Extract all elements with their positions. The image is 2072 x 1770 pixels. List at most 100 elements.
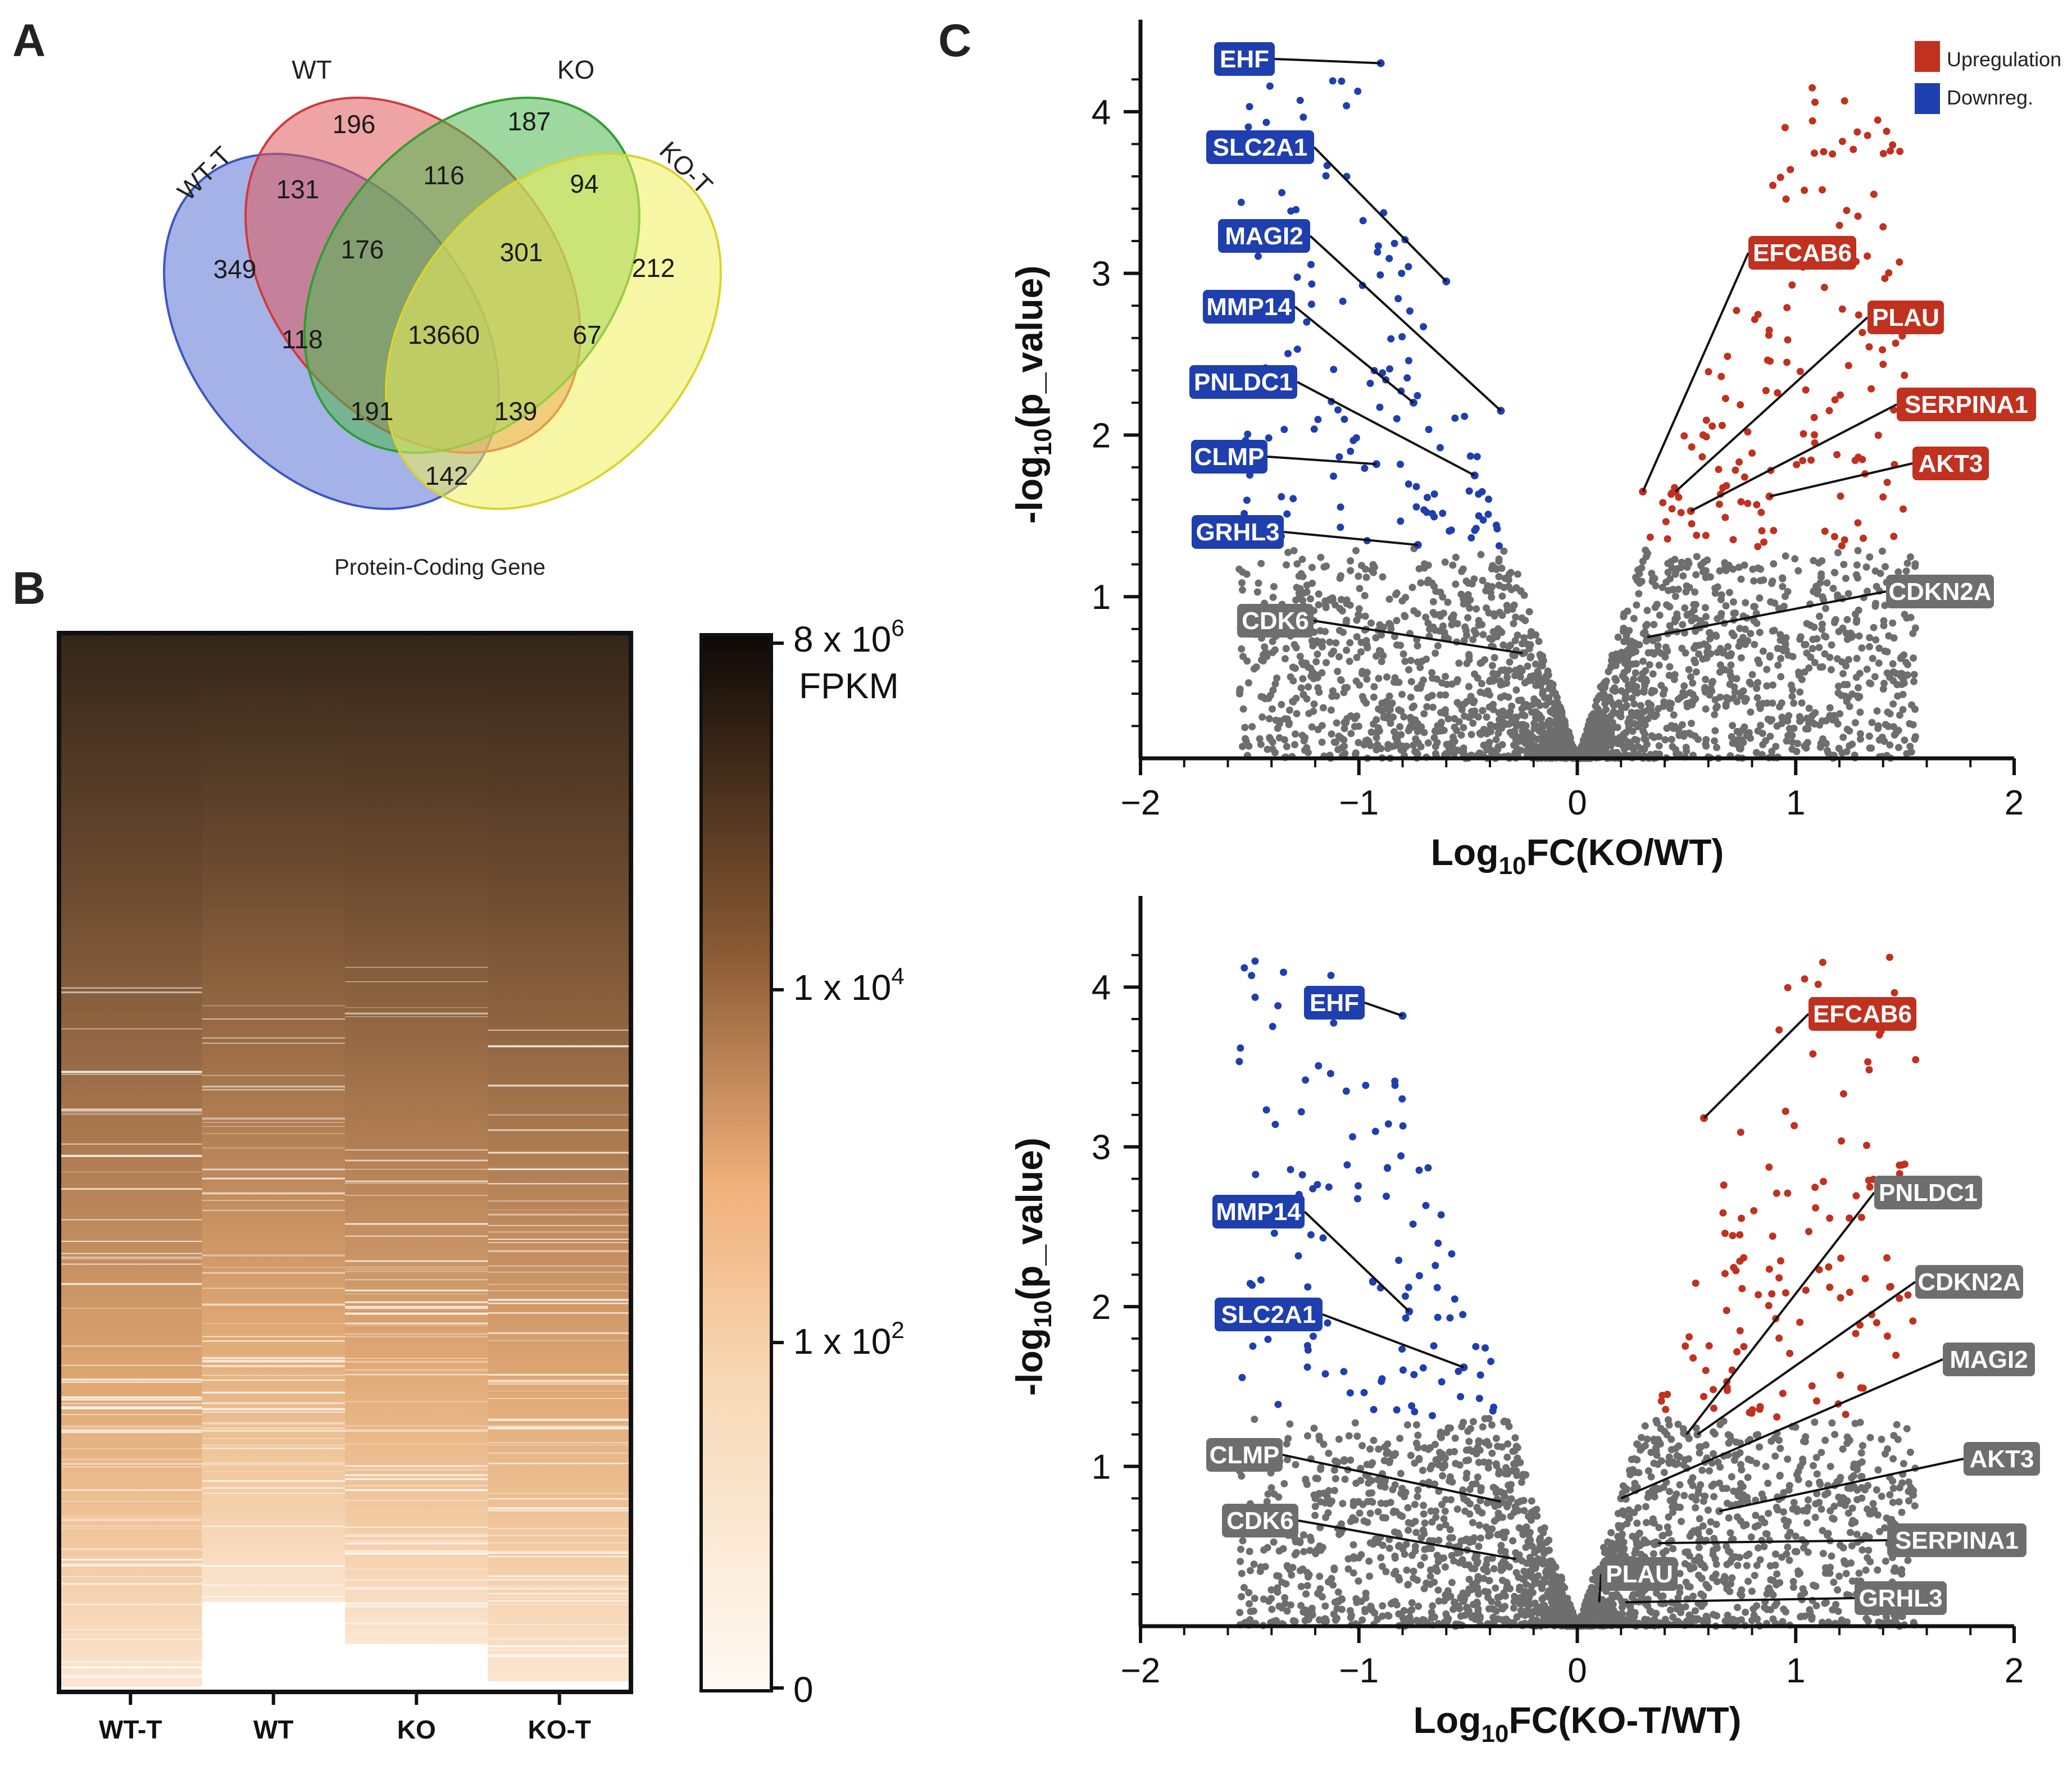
data-point xyxy=(1866,634,1874,641)
data-point xyxy=(1530,695,1538,703)
data-point xyxy=(1835,1476,1843,1484)
data-point xyxy=(1250,1560,1258,1568)
data-point xyxy=(1385,1544,1393,1552)
data-point xyxy=(1898,1161,1906,1169)
data-point xyxy=(1407,716,1415,724)
data-point xyxy=(1343,1161,1351,1169)
data-point xyxy=(1830,1578,1838,1586)
data-point xyxy=(1522,1544,1530,1551)
data-point xyxy=(1834,591,1842,599)
data-point xyxy=(1262,119,1270,126)
data-point xyxy=(1641,730,1648,738)
data-point xyxy=(1473,605,1480,613)
data-point xyxy=(1423,656,1430,663)
data-point xyxy=(1598,726,1606,734)
data-point xyxy=(1671,671,1679,679)
data-point xyxy=(1371,1609,1379,1617)
data-point xyxy=(1683,747,1691,755)
data-point xyxy=(1634,750,1642,758)
data-point xyxy=(1545,743,1553,751)
gene-label-box xyxy=(1203,290,1295,324)
data-point xyxy=(1391,239,1398,247)
data-point xyxy=(1474,1473,1482,1481)
data-point xyxy=(1274,1002,1282,1009)
data-point xyxy=(1404,1504,1412,1512)
data-point xyxy=(1296,1567,1304,1575)
data-point xyxy=(1283,743,1291,750)
venn-diagram: WT KO WT-T KO-T 196 187 131 116 94 349 1… xyxy=(163,55,722,580)
data-point xyxy=(1625,685,1633,693)
data-point xyxy=(1341,1475,1349,1483)
data-point xyxy=(1310,700,1318,708)
data-point xyxy=(1320,1440,1328,1448)
data-point xyxy=(1485,1577,1493,1585)
data-point xyxy=(1904,1291,1912,1299)
data-point xyxy=(1756,704,1764,712)
data-point xyxy=(1805,704,1813,712)
venn-count-all: 13660 xyxy=(408,320,480,349)
data-point xyxy=(1523,1523,1530,1531)
data-point xyxy=(1811,658,1819,666)
data-point xyxy=(1539,1526,1546,1534)
data-point xyxy=(1401,612,1408,620)
data-point xyxy=(1816,1481,1824,1488)
data-point xyxy=(1308,579,1316,587)
data-point xyxy=(1684,557,1692,565)
data-point xyxy=(1899,706,1907,713)
heatmap-column-label: KO xyxy=(397,1715,436,1744)
data-point xyxy=(1343,684,1351,691)
gene-label-text: EHF xyxy=(1220,45,1269,73)
data-point xyxy=(1800,430,1807,438)
data-point xyxy=(1473,453,1481,461)
data-point xyxy=(1509,1537,1517,1545)
data-point xyxy=(1287,1601,1294,1609)
data-point xyxy=(1867,680,1875,688)
data-point xyxy=(1303,695,1311,703)
data-point xyxy=(1616,734,1624,741)
data-point xyxy=(1596,717,1604,725)
data-point xyxy=(1309,1185,1317,1193)
data-point xyxy=(1774,389,1782,397)
data-point xyxy=(1293,560,1301,568)
data-point xyxy=(1765,1163,1773,1171)
data-point xyxy=(1240,1584,1248,1591)
data-point xyxy=(1280,968,1287,976)
data-point xyxy=(1803,620,1811,627)
data-point xyxy=(1873,1319,1880,1327)
leader-line xyxy=(1769,462,1913,498)
data-point xyxy=(1370,1405,1378,1413)
data-point xyxy=(1607,663,1615,671)
data-point xyxy=(1758,1490,1766,1498)
data-point xyxy=(1316,1572,1324,1580)
data-point xyxy=(1257,740,1265,748)
data-point xyxy=(1647,1473,1655,1481)
data-point xyxy=(1465,682,1473,690)
data-point xyxy=(1510,620,1517,627)
data-point xyxy=(1329,594,1337,602)
data-point xyxy=(1789,653,1797,661)
x-tick-label: 2 xyxy=(2005,784,2024,822)
data-point xyxy=(1842,629,1850,637)
data-point xyxy=(1269,593,1277,601)
data-point xyxy=(1730,632,1738,640)
data-point xyxy=(1852,618,1860,626)
data-point xyxy=(1874,431,1882,439)
data-point xyxy=(1535,638,1543,645)
data-point xyxy=(1501,666,1508,674)
data-point xyxy=(1448,621,1456,629)
data-point xyxy=(1754,311,1762,318)
data-point xyxy=(1792,1532,1800,1540)
data-point xyxy=(1774,1506,1782,1514)
data-point xyxy=(1882,563,1889,571)
data-point xyxy=(1724,352,1732,360)
data-point xyxy=(1822,633,1830,641)
data-point xyxy=(1387,621,1394,629)
data-point xyxy=(1625,627,1633,634)
data-point xyxy=(1891,989,1898,997)
data-point xyxy=(1494,1600,1502,1608)
data-point xyxy=(1451,414,1459,422)
data-point xyxy=(1283,1456,1291,1463)
data-point xyxy=(1906,743,1914,750)
data-point xyxy=(1266,82,1274,90)
data-point xyxy=(1710,1450,1717,1458)
